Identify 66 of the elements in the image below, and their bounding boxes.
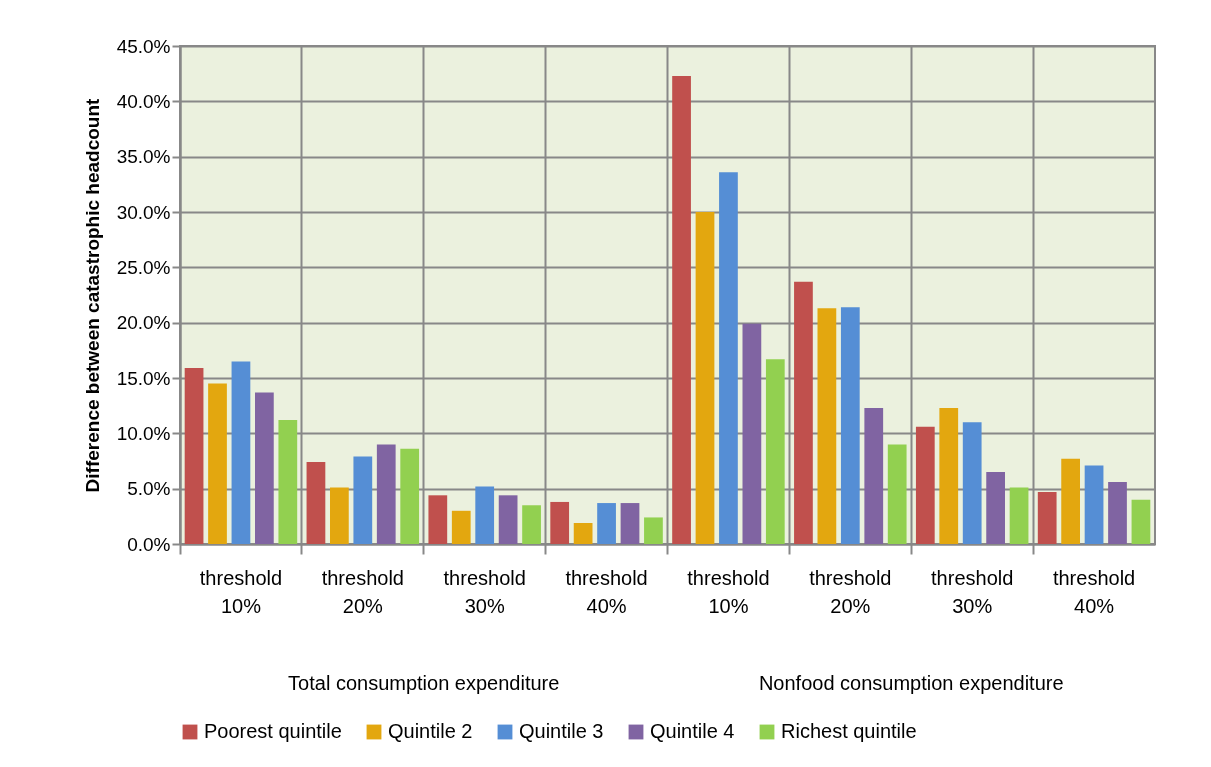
bar: [695, 212, 715, 544]
bar: [231, 361, 251, 544]
bar: [1009, 487, 1029, 544]
bar: [1037, 491, 1057, 544]
text: Total consumption expenditure: [288, 672, 560, 694]
legend-label: Quintile 2: [388, 720, 473, 742]
y-tick-label: 35.0%: [116, 146, 171, 168]
legend-label: Richest quintile: [781, 720, 917, 742]
bar: [840, 307, 860, 544]
bar: [208, 383, 227, 544]
bar: [353, 456, 373, 544]
x-tick-label: threshold 10%: [687, 566, 770, 617]
bar: [1108, 482, 1127, 544]
y-tick-label: 45.0%: [116, 35, 171, 57]
bar: [672, 75, 691, 544]
bar: [742, 323, 762, 544]
bar: [1061, 458, 1080, 544]
bar: [550, 501, 570, 544]
bar: [428, 495, 448, 544]
bar: [184, 368, 204, 544]
bar: [986, 472, 1005, 544]
y-tick-label: 30.0%: [116, 201, 171, 223]
bar: [939, 407, 959, 544]
bar: [498, 495, 518, 544]
legend-label: Quintile 4: [650, 720, 735, 742]
bar: [1131, 499, 1151, 544]
y-tick-label: 15.0%: [116, 367, 171, 389]
y-tick-label: 20.0%: [116, 312, 171, 334]
bar: [765, 359, 785, 544]
bar: [306, 462, 326, 544]
bar: [864, 407, 884, 544]
bar: [817, 308, 837, 544]
x-tick-label: threshold 40%: [565, 566, 648, 617]
x-tick-label: threshold 40%: [1052, 566, 1136, 617]
y-tick-label: 5.0%: [127, 478, 171, 500]
bar: [620, 503, 640, 544]
legend-label: Poorest quintile: [204, 720, 342, 742]
bar: [573, 522, 593, 544]
x-tick-label: threshold 10%: [199, 566, 283, 617]
bar: [400, 448, 420, 544]
bar: [330, 487, 349, 544]
y-tick-label: 10.0%: [116, 422, 171, 444]
bar: [887, 444, 907, 544]
bar: [794, 281, 813, 544]
x-tick-label: threshold 20%: [809, 566, 892, 617]
bar: [1084, 465, 1104, 544]
bar: [278, 420, 298, 544]
legend-label: Quintile 3: [519, 720, 604, 742]
y-tick-label: 40.0%: [116, 90, 171, 112]
x-tick-label: threshold 30%: [931, 566, 1014, 617]
bar: [915, 426, 935, 544]
bar: [962, 422, 982, 544]
bar: [522, 505, 541, 544]
y-tick-label: 0.0%: [127, 533, 171, 555]
x-tick-label: threshold 30%: [443, 566, 526, 617]
bar: [475, 486, 495, 544]
y-tick-label: 25.0%: [116, 256, 171, 278]
x-tick-label: threshold 20%: [321, 566, 404, 617]
bar: [451, 510, 471, 544]
bar: [255, 392, 274, 544]
y-axis-title: Difference between catastrophic headcount: [81, 97, 103, 493]
bar: [644, 517, 663, 544]
bar: [597, 503, 616, 544]
bar: [719, 172, 738, 544]
bar: [376, 444, 396, 544]
text: Nonfood consumption expenditure: [758, 672, 1064, 694]
